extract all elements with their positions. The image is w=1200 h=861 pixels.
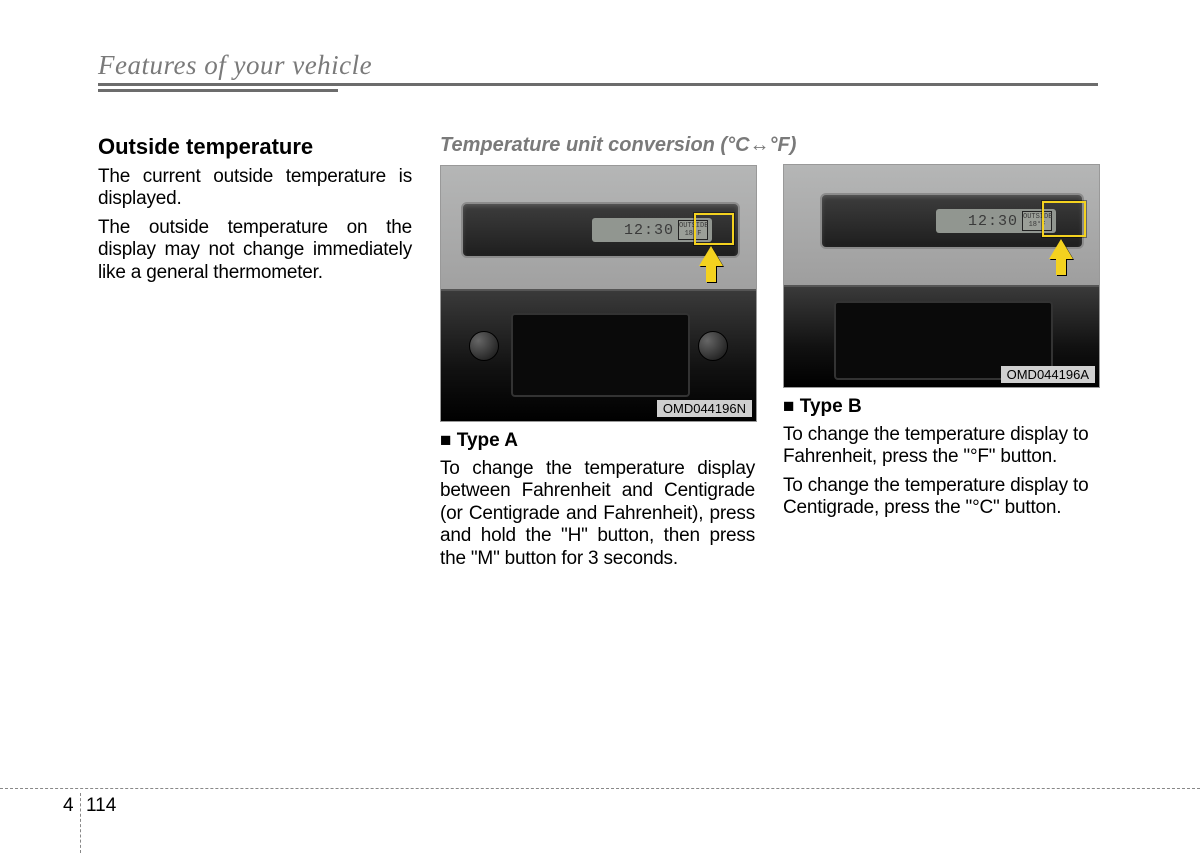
type-a-label-text: ■ Type A xyxy=(440,430,518,451)
type-b-text-2: To change the temperature display to Cen… xyxy=(783,475,1098,520)
column-2: Temperature unit conversion (°C↔°F) H M … xyxy=(440,134,755,576)
highlight-box-a xyxy=(694,213,734,245)
page-number: 114 xyxy=(86,795,116,817)
figure-code-b: OMD044196A xyxy=(1001,366,1095,383)
outside-temperature-title: Outside temperature xyxy=(98,134,412,160)
type-a-label: ■ Type A xyxy=(440,430,755,452)
highlight-box-b xyxy=(1042,201,1086,237)
type-a-text: To change the temperature display betwee… xyxy=(440,458,755,570)
page-footer: 4 114 xyxy=(0,788,1200,789)
radio-knob-right-a xyxy=(698,331,728,361)
chapter-number: 4 xyxy=(63,795,74,817)
radio-screen-a xyxy=(511,313,690,397)
chapter-header: Features of your vehicle xyxy=(98,50,1098,81)
column-3: °C °F 12:30 OUTSIDE 18°F OMD044 xyxy=(783,134,1098,576)
radio-knob-left-a xyxy=(469,331,499,361)
content-columns: Outside temperature The current outside … xyxy=(98,134,1098,576)
outside-temperature-text-2: The outside temperature on the display m… xyxy=(98,217,412,284)
time-display-b: 12:30 xyxy=(968,213,1018,230)
column-1: Outside temperature The current outside … xyxy=(98,134,412,576)
conversion-subheading: Temperature unit conversion (°C↔°F) xyxy=(440,134,755,157)
figure-code-a: OMD044196N xyxy=(657,400,752,417)
lcd-b: 12:30 OUTSIDE 18°F xyxy=(936,209,1056,233)
type-b-label: ■ Type B xyxy=(783,396,1098,418)
arrow-up-icon xyxy=(699,246,723,266)
figure-type-b: °C °F 12:30 OUTSIDE 18°F OMD044 xyxy=(783,164,1100,388)
header-rule xyxy=(98,83,1098,92)
figure-type-a: H M 12:30 OUTSIDE 18°F xyxy=(440,165,757,422)
page-content: Features of your vehicle Outside tempera… xyxy=(98,50,1098,576)
page-number-box: 4 114 xyxy=(80,793,81,853)
arrow-up-icon xyxy=(1049,239,1073,259)
type-b-label-text: ■ Type B xyxy=(783,396,862,417)
type-b-text-1: To change the temperature display to Fah… xyxy=(783,424,1098,469)
outside-temperature-text-1: The current outside temperature is displ… xyxy=(98,166,412,211)
time-display-a: 12:30 xyxy=(624,222,674,239)
